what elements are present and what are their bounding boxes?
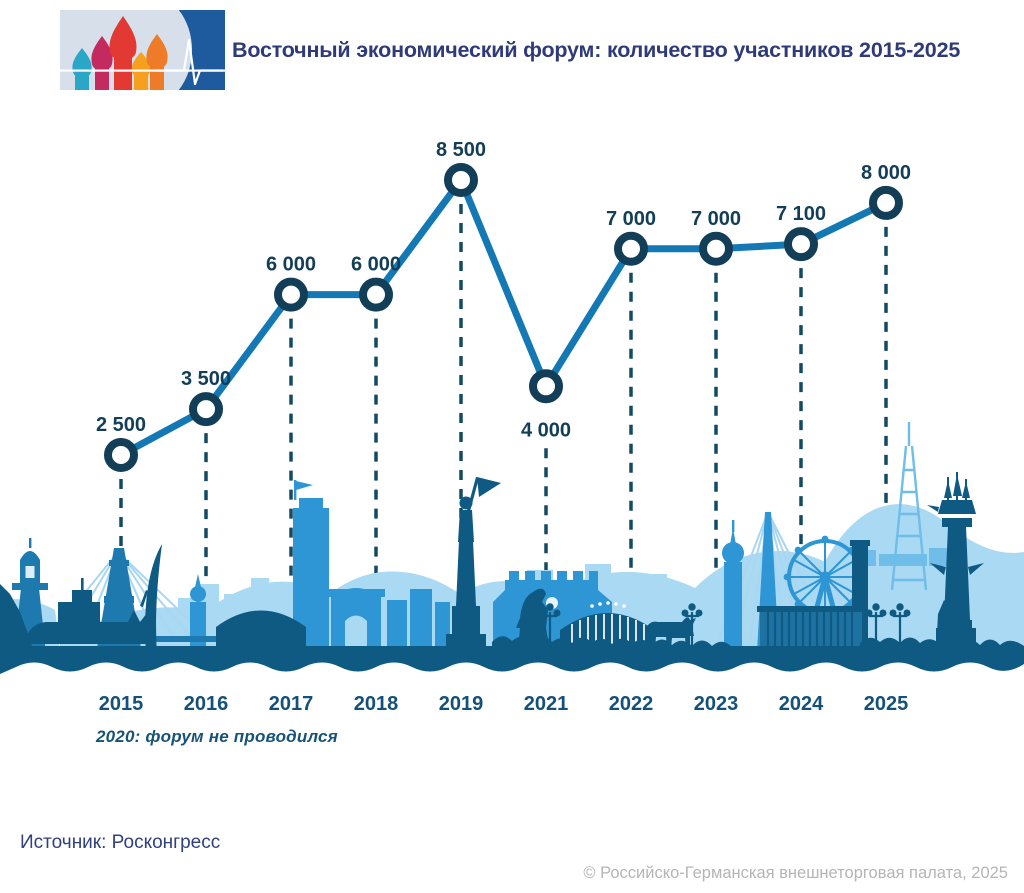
tiger-icon [645, 617, 696, 648]
pulse-line-icon [155, 38, 223, 86]
x-axis-label: 2023 [694, 693, 739, 715]
data-point-label: 6 000 [351, 254, 401, 276]
data-point-label: 4 000 [521, 419, 571, 441]
data-point-label: 8 500 [436, 139, 486, 161]
data-point-marker [614, 231, 648, 266]
ship-icon [24, 578, 154, 644]
rostral-column-icon [927, 472, 984, 652]
data-point-marker [104, 438, 138, 472]
x-axis-label: 2017 [269, 693, 314, 715]
page-title: Восточный экономический форум: количеств… [232, 38, 961, 62]
data-point-label: 7 000 [606, 208, 656, 230]
data-point-marker [359, 277, 393, 312]
arena-dome [216, 610, 306, 654]
data-point-marker [444, 163, 478, 197]
x-axis-label: 2024 [779, 693, 824, 715]
cathedral-domes-icon [72, 16, 168, 90]
source-credit: Источник: Росконгресс [20, 832, 221, 853]
data-point-label: 7 000 [691, 208, 741, 230]
flag-monument-icon [446, 477, 501, 654]
containers-icon [757, 606, 865, 652]
x-axis-label: 2025 [864, 693, 909, 715]
ground-wave-band [0, 646, 1024, 674]
organization-logo [60, 0, 225, 107]
x-axis-label: 2015 [99, 693, 144, 715]
point-labels-group: 2 500 3 500 6 000 6 000 8 500 4 000 7 000 7 000… [96, 139, 911, 441]
data-point-marker [529, 369, 563, 404]
city-skyline-illustration [0, 422, 1024, 674]
footnote-2020: 2020: форум не проводился [96, 727, 338, 746]
skyline-dark-layer [0, 472, 1024, 674]
data-point-marker [274, 277, 308, 312]
data-point-label: 3 500 [181, 368, 231, 390]
logo-baseline [60, 69, 225, 72]
x-axis-label: 2016 [184, 693, 229, 715]
logo-graphic [60, 0, 225, 107]
x-axis-label: 2018 [354, 693, 399, 715]
x-axis-label: 2022 [609, 693, 654, 715]
street-lamps [539, 603, 911, 652]
data-point-marker [784, 227, 818, 262]
x-axis-label: 2019 [439, 693, 484, 715]
data-point-label: 2 500 [96, 414, 146, 436]
data-point-label: 8 000 [861, 162, 911, 184]
data-point-marker [189, 392, 223, 427]
x-axis-labels-group: 2015 2016 2017 2018 2019 2021 2022 2023 2024 2025 [99, 693, 909, 715]
x-axis-label: 2021 [524, 693, 569, 715]
data-point-marker [699, 231, 733, 266]
data-point-label: 6 000 [266, 254, 316, 276]
data-point-label: 7 100 [776, 203, 826, 225]
data-point-marker [869, 185, 903, 220]
copyright-notice: © Российско-Германская внешнеторговая па… [583, 864, 1008, 882]
series-line [117, 176, 890, 459]
markers-group [104, 163, 903, 472]
sail-monument [145, 544, 162, 654]
